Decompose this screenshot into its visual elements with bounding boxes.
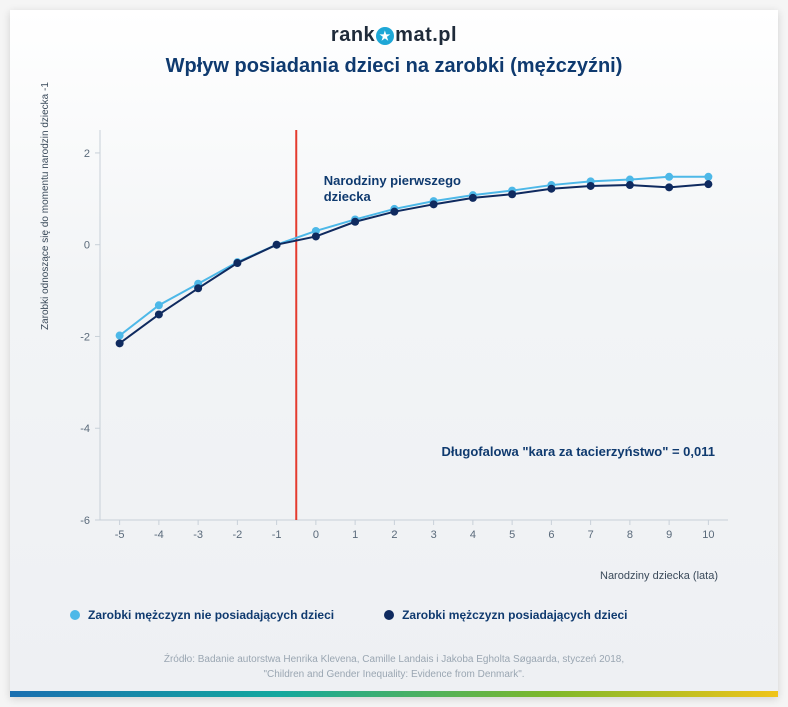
source-citation: Źródło: Badanie autorstwa Henrika Kleven… [10,652,778,682]
svg-text:-5: -5 [115,529,125,541]
svg-text:dziecka: dziecka [324,189,372,204]
svg-text:2: 2 [391,529,397,541]
legend-item-no-children: Zarobki mężczyzn nie posiadających dziec… [70,608,334,622]
logo-suffix: .pl [432,24,457,46]
x-axis-label: Narodziny dziecka (lata) [600,570,718,582]
star-icon: ★ [376,27,394,45]
legend: Zarobki mężczyzn nie posiadających dziec… [70,608,738,622]
chart-svg: -6 -4 -2 0 2 -5 -4 -3 -2 -1 0 1 2 3 4 5 6 7 8 9 10 Narodziny … [70,120,738,550]
chart-title: Wpływ posiadania dzieci na zarobki (mężc… [10,55,778,78]
svg-text:0: 0 [313,529,319,541]
legend-dot-icon [384,610,394,620]
logo-prefix: rank [331,24,375,46]
svg-text:8: 8 [627,529,633,541]
svg-text:7: 7 [588,529,594,541]
svg-text:3: 3 [431,529,437,541]
logo-mid: mat [395,24,432,46]
plot-area: -6 -4 -2 0 2 -5 -4 -3 -2 -1 0 1 2 3 4 5 6 7 8 9 10 Narodziny … [70,120,738,550]
svg-text:-4: -4 [154,529,164,541]
svg-text:-3: -3 [193,529,203,541]
brand-logo: rank★mat.pl [10,10,778,47]
legend-label: Zarobki mężczyzn posiadających dzieci [402,608,627,622]
svg-text:-1: -1 [272,529,282,541]
legend-dot-icon [70,610,80,620]
svg-text:-4: -4 [80,423,90,435]
svg-text:-6: -6 [80,515,90,527]
legend-label: Zarobki mężczyzn nie posiadających dziec… [88,608,334,622]
svg-text:5: 5 [509,529,515,541]
y-axis-label: Zarobki odnoszące się do momentu narodzi… [40,82,51,330]
svg-text:4: 4 [470,529,476,541]
svg-text:-2: -2 [232,529,242,541]
svg-text:0: 0 [84,240,90,252]
source-line2: "Children and Gender Inequality: Evidenc… [10,667,778,682]
svg-text:Długofalowa "kara za tacierzyń: Długofalowa "kara za tacierzyństwo" = 0,… [441,444,715,459]
bottom-gradient-bar [10,691,778,697]
svg-text:10: 10 [702,529,714,541]
svg-text:-2: -2 [80,331,90,343]
legend-item-with-children: Zarobki mężczyzn posiadających dzieci [384,608,627,622]
source-line1: Źródło: Badanie autorstwa Henrika Kleven… [10,652,778,667]
svg-text:Narodziny pierwszego: Narodziny pierwszego [324,173,461,188]
svg-text:2: 2 [84,148,90,160]
svg-text:1: 1 [352,529,358,541]
svg-text:6: 6 [548,529,554,541]
svg-text:9: 9 [666,529,672,541]
chart-card: rank★mat.pl Wpływ posiadania dzieci na z… [10,10,778,697]
